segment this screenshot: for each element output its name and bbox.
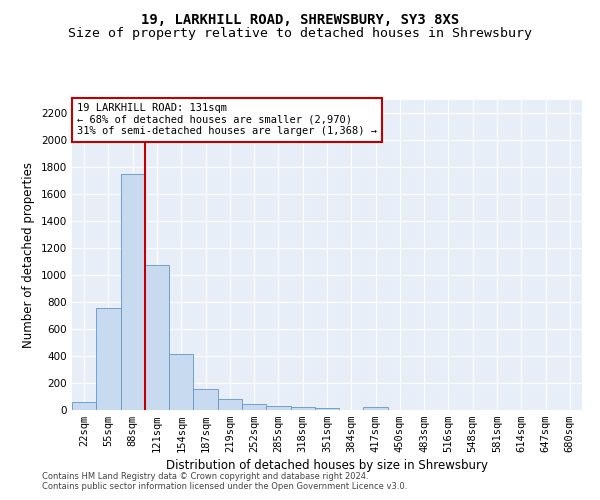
Bar bbox=[121, 174, 145, 410]
Text: 19, LARKHILL ROAD, SHREWSBURY, SY3 8XS: 19, LARKHILL ROAD, SHREWSBURY, SY3 8XS bbox=[141, 12, 459, 26]
Bar bbox=[193, 389, 218, 410]
Y-axis label: Number of detached properties: Number of detached properties bbox=[22, 162, 35, 348]
Bar bbox=[242, 404, 266, 410]
Bar bbox=[266, 406, 290, 410]
Bar bbox=[145, 265, 169, 410]
X-axis label: Distribution of detached houses by size in Shrewsbury: Distribution of detached houses by size … bbox=[166, 460, 488, 472]
Bar bbox=[364, 408, 388, 410]
Text: Size of property relative to detached houses in Shrewsbury: Size of property relative to detached ho… bbox=[68, 28, 532, 40]
Text: 19 LARKHILL ROAD: 131sqm
← 68% of detached houses are smaller (2,970)
31% of sem: 19 LARKHILL ROAD: 131sqm ← 68% of detach… bbox=[77, 103, 377, 136]
Bar bbox=[72, 402, 96, 410]
Text: Contains HM Land Registry data © Crown copyright and database right 2024.: Contains HM Land Registry data © Crown c… bbox=[42, 472, 368, 481]
Bar bbox=[96, 308, 121, 410]
Bar bbox=[315, 408, 339, 410]
Bar bbox=[290, 408, 315, 410]
Text: Contains public sector information licensed under the Open Government Licence v3: Contains public sector information licen… bbox=[42, 482, 407, 491]
Bar bbox=[218, 399, 242, 410]
Bar bbox=[169, 354, 193, 410]
